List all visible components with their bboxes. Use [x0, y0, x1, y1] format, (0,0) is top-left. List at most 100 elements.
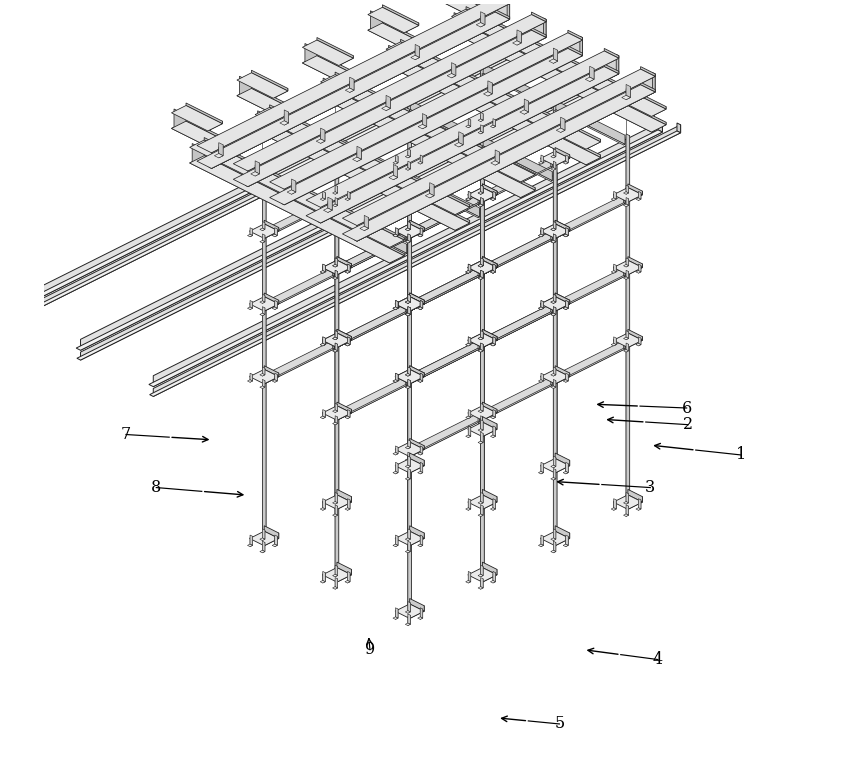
Polygon shape — [393, 162, 398, 164]
Polygon shape — [335, 416, 338, 424]
Polygon shape — [405, 313, 410, 316]
Polygon shape — [639, 265, 641, 273]
Polygon shape — [481, 312, 552, 347]
Polygon shape — [481, 199, 483, 207]
Polygon shape — [613, 260, 642, 275]
Polygon shape — [408, 100, 411, 465]
Polygon shape — [409, 221, 424, 231]
Polygon shape — [393, 234, 398, 237]
Polygon shape — [405, 172, 407, 182]
Polygon shape — [332, 502, 338, 504]
Polygon shape — [233, 15, 546, 171]
Polygon shape — [172, 106, 222, 131]
Polygon shape — [481, 166, 552, 201]
Polygon shape — [395, 229, 398, 237]
Polygon shape — [541, 535, 543, 545]
Polygon shape — [611, 508, 616, 510]
Polygon shape — [320, 343, 326, 346]
Polygon shape — [481, 14, 485, 27]
Polygon shape — [409, 365, 424, 377]
Polygon shape — [395, 228, 398, 235]
Polygon shape — [551, 465, 556, 468]
Polygon shape — [465, 125, 470, 128]
Polygon shape — [478, 514, 483, 516]
Polygon shape — [260, 228, 265, 231]
Polygon shape — [335, 208, 338, 574]
Polygon shape — [538, 380, 543, 382]
Polygon shape — [405, 477, 410, 480]
Polygon shape — [404, 29, 407, 48]
Polygon shape — [335, 270, 338, 278]
Polygon shape — [481, 344, 483, 352]
Polygon shape — [390, 244, 393, 263]
Polygon shape — [483, 64, 552, 108]
Polygon shape — [332, 337, 338, 340]
Polygon shape — [482, 264, 497, 275]
Polygon shape — [250, 531, 278, 545]
Polygon shape — [395, 151, 424, 165]
Polygon shape — [357, 74, 655, 241]
Polygon shape — [360, 226, 369, 231]
Polygon shape — [478, 194, 480, 204]
Polygon shape — [478, 277, 483, 280]
Polygon shape — [172, 121, 222, 146]
Polygon shape — [323, 208, 332, 212]
Text: 9: 9 — [365, 641, 375, 658]
Polygon shape — [468, 192, 470, 201]
Polygon shape — [408, 294, 410, 302]
Polygon shape — [491, 270, 496, 273]
Polygon shape — [554, 349, 625, 384]
Polygon shape — [255, 123, 470, 231]
Text: 5: 5 — [554, 715, 564, 732]
Polygon shape — [408, 457, 410, 468]
Polygon shape — [357, 90, 655, 241]
Polygon shape — [493, 411, 496, 419]
Polygon shape — [626, 84, 630, 97]
Polygon shape — [566, 463, 569, 474]
Polygon shape — [420, 373, 423, 381]
Polygon shape — [408, 308, 410, 316]
Polygon shape — [553, 223, 556, 231]
Polygon shape — [408, 294, 410, 302]
Polygon shape — [409, 293, 424, 304]
Polygon shape — [393, 471, 398, 474]
Polygon shape — [317, 38, 354, 58]
Polygon shape — [561, 117, 565, 130]
Polygon shape — [349, 80, 354, 93]
Polygon shape — [628, 192, 642, 202]
Polygon shape — [553, 469, 556, 479]
Polygon shape — [386, 97, 390, 110]
Polygon shape — [551, 301, 556, 303]
Polygon shape — [395, 375, 398, 382]
Polygon shape — [556, 128, 565, 133]
Polygon shape — [323, 78, 523, 196]
Polygon shape — [209, 18, 509, 169]
Polygon shape — [321, 130, 325, 143]
Polygon shape — [338, 231, 407, 274]
Polygon shape — [255, 107, 470, 214]
Polygon shape — [481, 270, 483, 278]
Polygon shape — [386, 95, 390, 109]
Polygon shape — [551, 313, 556, 316]
Polygon shape — [322, 337, 326, 345]
Polygon shape — [541, 296, 569, 311]
Polygon shape — [586, 139, 601, 149]
Polygon shape — [481, 185, 483, 193]
Polygon shape — [408, 529, 410, 539]
Polygon shape — [613, 333, 642, 348]
Polygon shape — [322, 265, 326, 273]
Polygon shape — [153, 121, 662, 387]
Polygon shape — [491, 435, 496, 437]
Polygon shape — [553, 100, 557, 465]
Polygon shape — [322, 411, 326, 419]
Polygon shape — [481, 270, 483, 278]
Polygon shape — [408, 221, 410, 229]
Polygon shape — [616, 54, 618, 74]
Polygon shape — [611, 270, 616, 273]
Polygon shape — [478, 339, 480, 349]
Polygon shape — [390, 254, 404, 263]
Polygon shape — [348, 410, 350, 417]
Polygon shape — [553, 306, 556, 315]
Polygon shape — [468, 333, 497, 348]
Polygon shape — [491, 161, 499, 165]
